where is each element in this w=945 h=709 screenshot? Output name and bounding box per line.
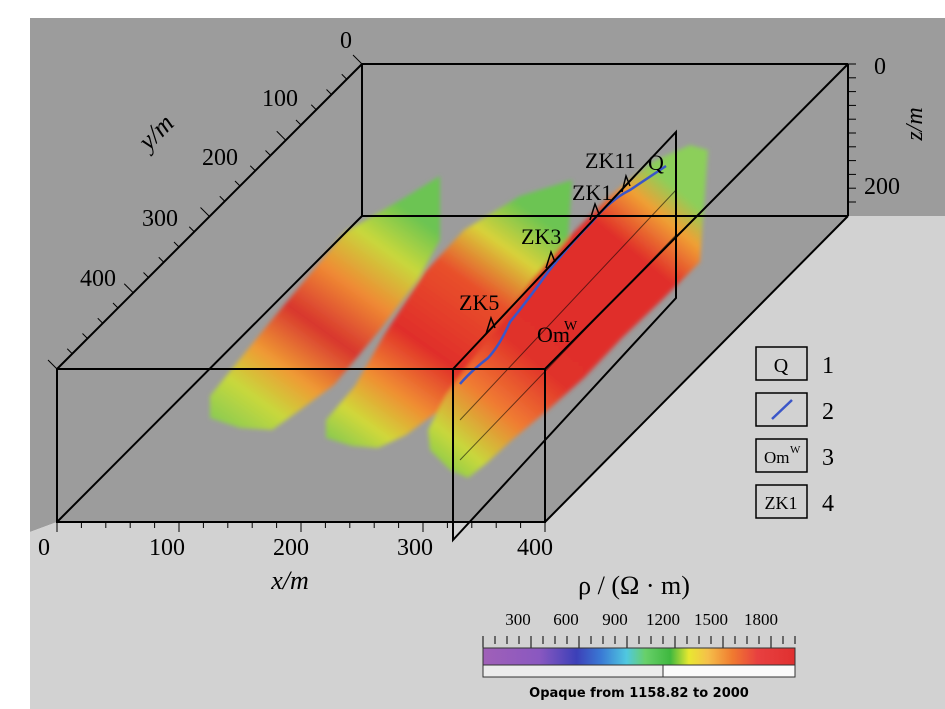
- borehole-markers: [485, 173, 631, 335]
- y-tick-label: 300: [142, 206, 178, 232]
- y-axis-tick: [249, 165, 256, 172]
- legend-number-3: 3: [822, 445, 834, 471]
- colorbar-strip: [482, 647, 796, 666]
- y-axis-tick: [310, 104, 317, 111]
- margin-top: [0, 0, 945, 18]
- resistivity-body-2: [326, 180, 572, 448]
- margin-left: [0, 0, 30, 709]
- legend-number-2: 2: [822, 399, 834, 425]
- y-axis-tick: [326, 89, 332, 95]
- colorbar-note: Opaque from 1158.82 to 2000: [529, 686, 749, 701]
- legend-symbol-om: Om: [764, 448, 790, 467]
- y-tick-label: 100: [262, 86, 298, 112]
- legend-box-2: [755, 392, 808, 427]
- z-axis-tick-labels: 0 200: [864, 54, 900, 200]
- y-axis-tick: [295, 119, 302, 126]
- y-axis-tick: [219, 195, 226, 202]
- borehole-marker-zk3: [545, 249, 556, 269]
- borehole-marker-zk1: [589, 201, 600, 221]
- y-axis-tick: [234, 180, 241, 187]
- legend-box-3: [755, 438, 808, 473]
- floor: [30, 216, 945, 709]
- stratum-label-q: Q: [648, 150, 664, 175]
- y-axis-tick: [143, 272, 149, 278]
- legend: Q 1 2 Om W 3 ZK1 4: [755, 346, 834, 519]
- colorbar-tick-label: 1800: [744, 610, 778, 629]
- legend-box-1: [755, 346, 808, 381]
- z-axis-title: z/m: [902, 107, 928, 141]
- legend-symbol-q: Q: [774, 355, 789, 377]
- legend-symbol-zk1: ZK1: [765, 493, 798, 513]
- colorbar-tick-label: 600: [553, 610, 579, 629]
- strata-labels: Q Om W: [537, 150, 664, 347]
- borehole-label-zk11: ZK11: [585, 148, 636, 173]
- resistivity-body-3: [428, 145, 708, 478]
- y-axis-tick: [352, 54, 363, 65]
- borehole-label-zk3: ZK3: [521, 224, 561, 249]
- colorbar-tick-label: 300: [505, 610, 531, 629]
- y-axis-tick: [341, 73, 348, 80]
- borehole-label-zk1: ZK1: [572, 180, 612, 205]
- x-tick-label: 400: [517, 535, 553, 561]
- stratum-label-om-superscript: W: [564, 319, 578, 334]
- y-tick-label: 200: [202, 145, 238, 171]
- colorbar-tick-label: 900: [602, 610, 628, 629]
- z-tick-label: 0: [874, 54, 886, 80]
- y-axis-tick: [200, 207, 210, 217]
- y-axis-tick-labels: 0 100 200 300 400: [80, 28, 352, 292]
- y-axis-tick: [82, 333, 88, 339]
- x-axis-ticks: [56, 522, 546, 532]
- colorbar-ticks: [482, 636, 796, 648]
- y-tick-label: 400: [80, 266, 116, 292]
- borehole-label-zk5: ZK5: [459, 290, 499, 315]
- legend-box-4: [755, 484, 808, 519]
- x-axis-title: x/m: [270, 566, 309, 595]
- y-axis-tick: [112, 302, 119, 309]
- x-axis-tick-labels: 0 100 200 300 400: [38, 535, 553, 561]
- y-axis-tick: [158, 256, 165, 263]
- z-axis-ticks: [848, 63, 856, 203]
- cut-lines: [459, 189, 677, 461]
- x-tick-label: 300: [397, 535, 433, 561]
- y-axis-tick: [188, 226, 195, 233]
- resistivity-bodies: [210, 145, 708, 478]
- y-axis-tick: [66, 348, 73, 355]
- legend-number-1: 1: [822, 353, 834, 379]
- y-axis-tick: [276, 130, 287, 141]
- x-tick-label: 100: [149, 535, 185, 561]
- y-axis-tick: [265, 150, 271, 156]
- z-tick-label: 200: [864, 174, 900, 200]
- y-axis-tick: [123, 283, 134, 294]
- y-axis-tick: [97, 317, 104, 324]
- borehole-labels: ZK11 ZK1 ZK3 ZK5: [459, 148, 636, 315]
- resistivity-body-1: [210, 176, 440, 430]
- y-axis-tick: [173, 241, 180, 248]
- legend-symbol-blue-line: [771, 399, 793, 420]
- colorbar-opaque-range: [662, 664, 796, 678]
- borehole-marker-zk11: [621, 173, 631, 193]
- colorbar: ρ / (Ω · m) 300 600 900 1200 1500 1800 O…: [482, 571, 796, 701]
- y-axis-ticks: [47, 54, 363, 370]
- colorbar-tick-label: 1200: [646, 610, 680, 629]
- stratum-label-om: Om: [537, 322, 570, 347]
- legend-symbol-om-superscript: W: [790, 444, 801, 456]
- contact-line: [459, 164, 667, 385]
- legend-number-4: 4: [822, 491, 834, 517]
- colorbar-tick-label: 1500: [694, 610, 728, 629]
- colorbar-title: ρ / (Ω · m): [578, 571, 690, 600]
- x-tick-label: 0: [38, 535, 50, 561]
- x-tick-label: 200: [273, 535, 309, 561]
- y-axis-tick: [47, 359, 58, 370]
- y-tick-label: 0: [340, 28, 352, 54]
- borehole-marker-zk5: [485, 315, 496, 335]
